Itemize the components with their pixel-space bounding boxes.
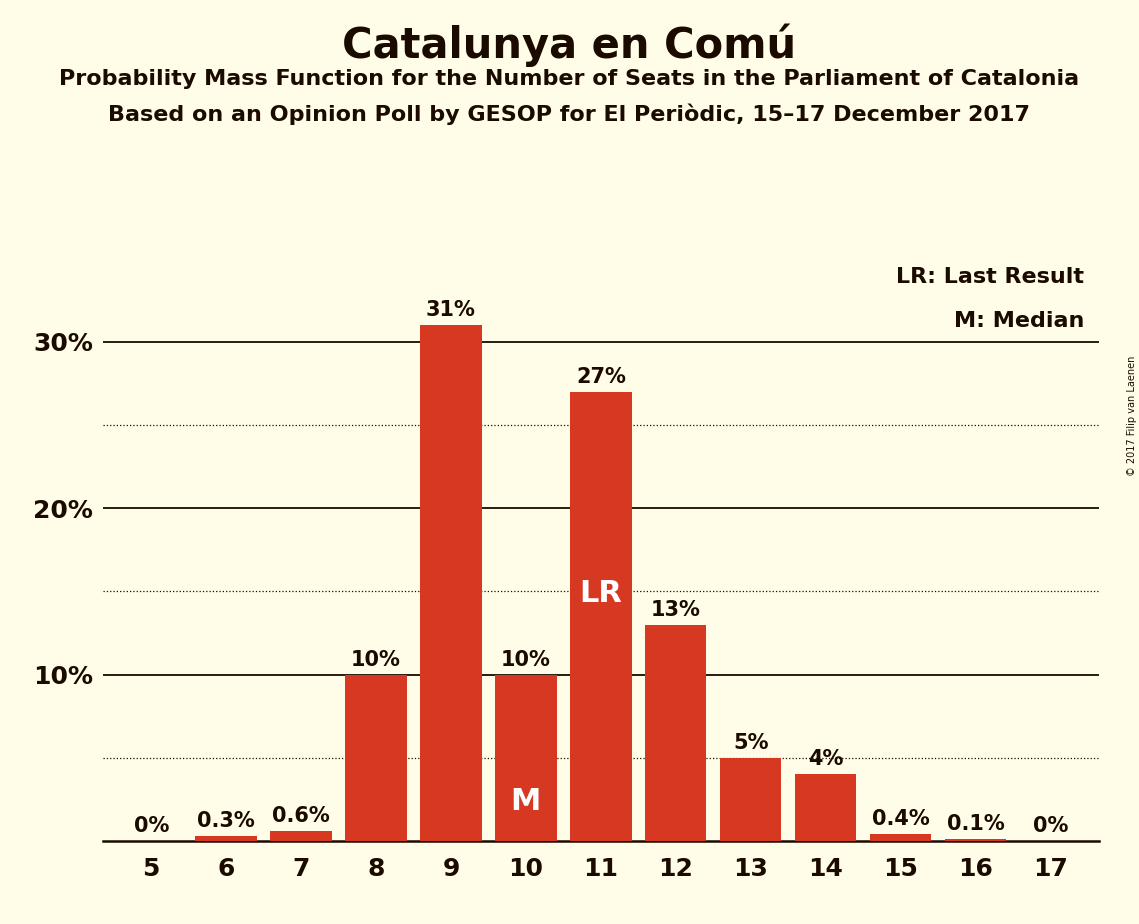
Text: 0%: 0% <box>133 816 169 836</box>
Text: 10%: 10% <box>501 650 551 670</box>
Bar <box>495 675 557 841</box>
Bar <box>795 774 857 841</box>
Bar <box>870 834 932 841</box>
Text: 0.4%: 0.4% <box>871 809 929 829</box>
Bar <box>571 392 631 841</box>
Text: M: M <box>510 787 541 816</box>
Bar <box>720 758 781 841</box>
Bar <box>345 675 407 841</box>
Text: Based on an Opinion Poll by GESOP for El Periòdic, 15–17 December 2017: Based on an Opinion Poll by GESOP for El… <box>108 103 1031 125</box>
Text: Probability Mass Function for the Number of Seats in the Parliament of Catalonia: Probability Mass Function for the Number… <box>59 69 1080 90</box>
Text: 10%: 10% <box>351 650 401 670</box>
Text: LR: Last Result: LR: Last Result <box>896 267 1084 287</box>
Bar <box>270 831 331 841</box>
Bar <box>944 839 1006 841</box>
Text: 0%: 0% <box>1033 816 1068 836</box>
Text: Catalunya en Comú: Catalunya en Comú <box>343 23 796 67</box>
Text: 13%: 13% <box>650 600 700 620</box>
Text: 31%: 31% <box>426 300 476 321</box>
Text: 27%: 27% <box>576 367 625 387</box>
Text: 0.3%: 0.3% <box>197 811 255 831</box>
Text: LR: LR <box>580 579 622 608</box>
Bar <box>645 625 706 841</box>
Text: 4%: 4% <box>808 749 843 770</box>
Text: © 2017 Filip van Laenen: © 2017 Filip van Laenen <box>1126 356 1137 476</box>
Bar <box>420 325 482 841</box>
Text: M: Median: M: Median <box>953 311 1084 331</box>
Text: 0.6%: 0.6% <box>272 806 330 826</box>
Text: 5%: 5% <box>732 733 769 753</box>
Bar <box>196 836 257 841</box>
Text: 0.1%: 0.1% <box>947 814 1005 834</box>
